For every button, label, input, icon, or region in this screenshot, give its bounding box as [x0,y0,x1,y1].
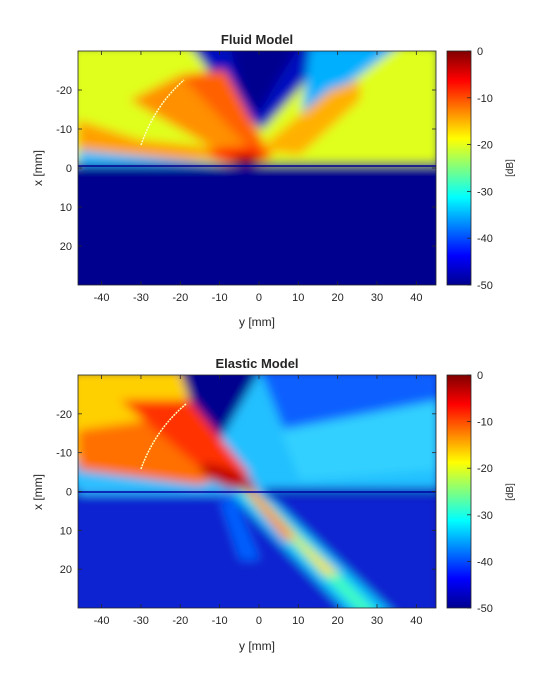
chart-title: Elastic Model [215,356,298,371]
fluid-model-panel: Fluid Model [31,32,516,329]
colorbar-label: [dB] [505,483,516,501]
x-tick-label: -20 [172,615,188,627]
y-tick-label: 10 [60,525,72,537]
x-axis: -40 -30 -20 -10 0 10 20 30 40 [94,375,422,627]
x-tick-label: -10 [212,292,228,304]
colorbar-tick-label: -20 [477,140,493,152]
colorbar-tick-label: 0 [477,46,483,58]
y-tick-label: 20 [60,564,72,576]
colorbar-tick-label: -10 [477,417,493,429]
transducer-arc [140,79,185,146]
y-tick-label: -10 [56,448,72,460]
colorbar-tick-label: 0 [477,370,483,382]
x-tick-label: 30 [371,292,383,304]
colorbar-tick-label: -50 [477,603,493,615]
y-tick-label: 0 [66,163,72,175]
colorbar-tick-label: -10 [477,93,493,105]
heatmap [78,51,436,285]
colorbar-label: [dB] [505,159,516,177]
x-tick-label: -10 [212,615,228,627]
x-tick-label: 10 [292,615,304,627]
y-axis: -20 -10 0 10 20 [56,85,436,253]
heatmap [78,375,436,608]
y-tick-label: -10 [56,124,72,136]
x-tick-label: -30 [133,615,149,627]
colorbar-gradient [446,374,472,609]
colorbar-tick-label: -30 [477,186,493,198]
x-tick-label: 20 [332,292,344,304]
transducer-arc [140,403,187,470]
y-axis: -20 -10 0 10 20 [56,409,436,576]
colorbar-gradient [446,50,472,286]
y-tick-label: 20 [60,241,72,253]
y-tick-label: -20 [56,409,72,421]
x-axis-label: y [mm] [239,315,275,329]
x-tick-label: -40 [94,292,110,304]
x-tick-label: 40 [410,292,422,304]
x-tick-label: 0 [256,615,262,627]
x-axis-label: y [mm] [239,639,275,653]
x-tick-label: -20 [172,292,188,304]
x-tick-label: 30 [371,615,383,627]
colorbar-tick-label: -50 [477,280,493,292]
colorbar-ticks: 0 -10 -20 -30 -40 -50 [467,370,493,615]
x-tick-label: -30 [133,292,149,304]
colorbar-ticks: 0 -10 -20 -30 -40 -50 [467,46,493,292]
x-tick-label: 20 [332,615,344,627]
colorbar-tick-label: -20 [477,463,493,475]
y-tick-label: 0 [66,487,72,499]
elastic-model-panel: Elastic Model [31,356,516,653]
colorbar: 0 -10 -20 -30 -40 -50 [dB] [446,370,516,615]
colorbar-tick-label: -40 [477,556,493,568]
y-axis-label: x [mm] [31,474,45,510]
x-tick-label: 0 [256,292,262,304]
colorbar: 0 -10 -20 -30 -40 -50 [dB] [446,46,516,292]
colorbar-tick-label: -30 [477,510,493,522]
x-axis: -40 -30 -20 -10 0 10 20 30 40 [94,51,422,304]
x-tick-label: -40 [94,615,110,627]
x-tick-label: 10 [292,292,304,304]
y-axis-label: x [mm] [31,150,45,186]
chart-title: Fluid Model [221,32,293,47]
y-tick-label: -20 [56,85,72,97]
x-tick-label: 40 [410,615,422,627]
y-tick-label: 10 [60,202,72,214]
colorbar-tick-label: -40 [477,233,493,245]
